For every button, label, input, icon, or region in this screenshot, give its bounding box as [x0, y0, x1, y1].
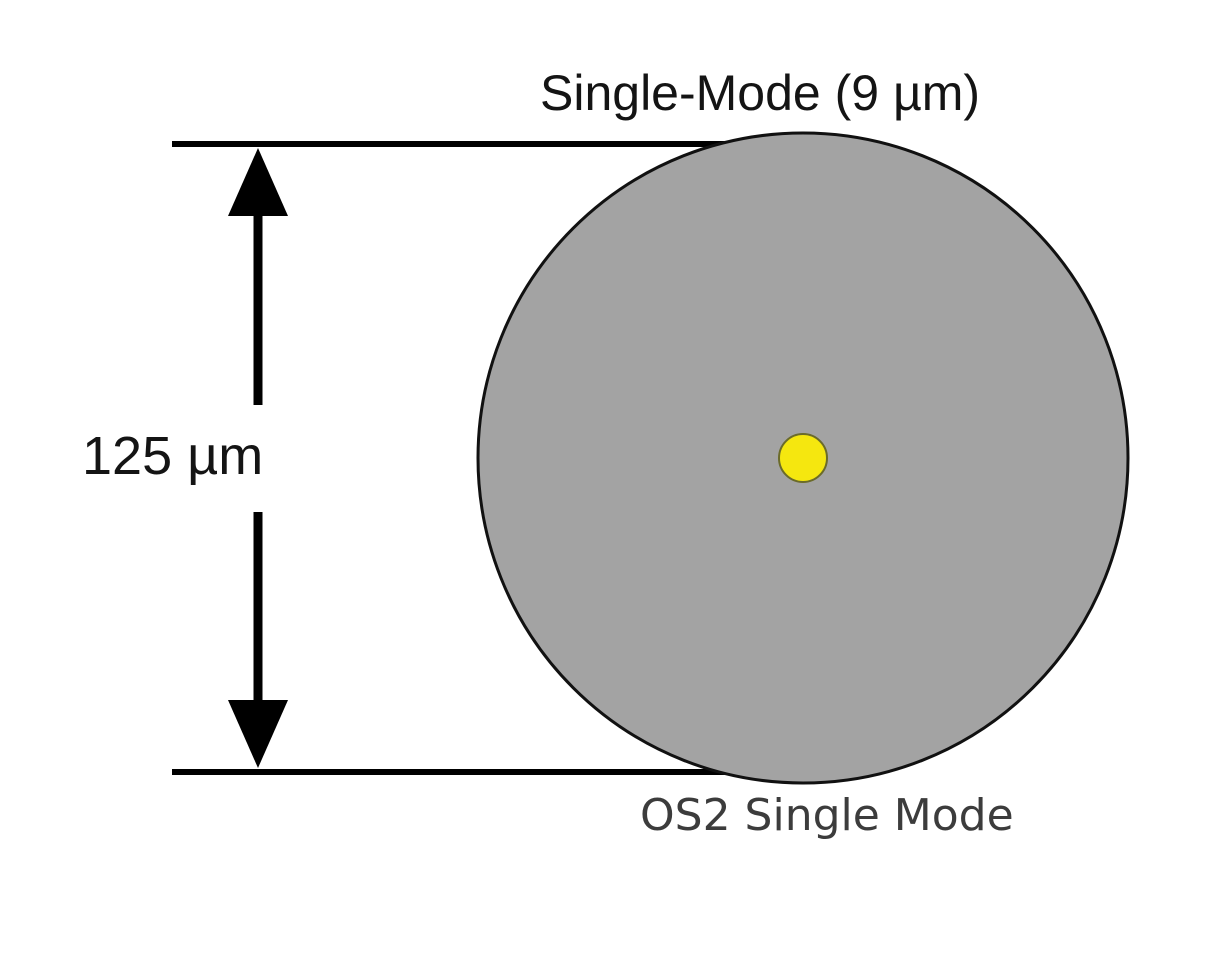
arrowhead-down-icon: [228, 700, 288, 768]
dimension-label: 125 µm: [82, 426, 263, 486]
dimension-arrow: [228, 148, 288, 768]
arrowhead-up-icon: [228, 148, 288, 216]
diagram-caption: OS2 Single Mode: [640, 790, 1014, 841]
core-circle: [778, 433, 828, 483]
diagram-title: Single-Mode (9 µm): [540, 65, 980, 121]
